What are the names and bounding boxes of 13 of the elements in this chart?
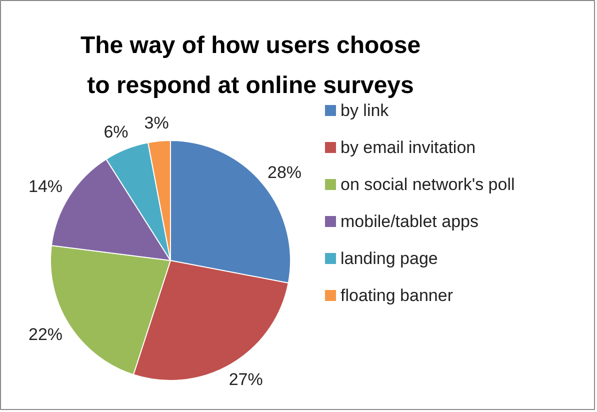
legend-label: mobile/tablet apps [340, 212, 478, 231]
data-label: 6% [104, 122, 128, 142]
legend-label: landing page [340, 249, 438, 268]
data-label: 3% [144, 114, 169, 133]
chart-title: The way of how users choose to respond at online surveys [80, 32, 421, 99]
data-label: 28% [268, 163, 302, 182]
legend-label: on social network's poll [340, 175, 515, 194]
legend-label: by email invitation [340, 138, 476, 157]
legend-label: by link [340, 101, 390, 120]
data-label: 27% [228, 370, 263, 389]
data-label: 22% [28, 324, 63, 344]
legend-label: floating banner [340, 286, 454, 305]
data-label: 14% [28, 177, 63, 196]
